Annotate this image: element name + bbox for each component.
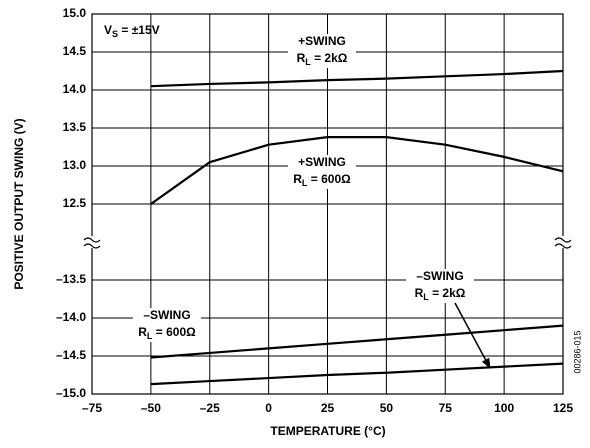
- label-bg: [133, 308, 201, 342]
- series-load: RL = 600Ω: [138, 325, 196, 341]
- y-axis-label: POSITIVE OUTPUT SWING (V): [12, 118, 26, 289]
- series-load: RL = 600Ω: [293, 172, 351, 188]
- axis-break: [554, 243, 572, 249]
- series-line: [150, 362, 564, 386]
- label-arrow: [454, 302, 491, 369]
- series-name: –SWING: [416, 269, 463, 283]
- annotation: VS = ±15V: [104, 23, 160, 39]
- x-tick-label: –25: [200, 401, 220, 415]
- series-name: –SWING: [143, 308, 190, 322]
- y-tick-label: 13.5: [63, 120, 87, 134]
- y-tick-label: –14.0: [56, 310, 86, 324]
- x-tick-label: –75: [82, 401, 102, 415]
- y-tick-label: 15.0: [63, 6, 87, 20]
- series-load: RL = 2kΩ: [415, 286, 466, 302]
- y-tick-label: 14.5: [63, 44, 87, 58]
- axis-break: [83, 237, 101, 243]
- x-tick-label: 0: [265, 401, 272, 415]
- x-tick-label: –50: [141, 401, 161, 415]
- series-line: [150, 324, 564, 359]
- x-tick-label: 125: [553, 401, 573, 415]
- figure-id: 00286-015: [572, 330, 582, 373]
- x-axis-label: TEMPERATURE (°C): [270, 424, 385, 438]
- label-bg: [406, 269, 474, 303]
- y-tick-label: –15.0: [56, 386, 86, 400]
- x-tick-label: 100: [494, 401, 514, 415]
- y-tick-label: –14.5: [56, 348, 86, 362]
- series-line: [150, 136, 564, 205]
- axis-break-gap: [554, 236, 572, 248]
- axis-break: [554, 237, 572, 243]
- label-bg: [288, 34, 356, 68]
- series-load: RL = 2kΩ: [297, 51, 348, 67]
- y-tick-label: 14.0: [63, 82, 87, 96]
- axis-break-gap: [83, 236, 101, 248]
- y-tick-label: 12.5: [63, 196, 87, 210]
- series-line: [150, 69, 564, 88]
- series-name: +SWING: [298, 34, 346, 48]
- series-name: +SWING: [298, 155, 346, 169]
- x-tick-label: 25: [321, 401, 335, 415]
- x-tick-label: 75: [439, 401, 453, 415]
- x-tick-label: 50: [380, 401, 394, 415]
- label-bg: [288, 155, 356, 189]
- axis-break: [83, 243, 101, 249]
- y-tick-label: –13.5: [56, 272, 86, 286]
- y-tick-label: 13.0: [63, 158, 87, 172]
